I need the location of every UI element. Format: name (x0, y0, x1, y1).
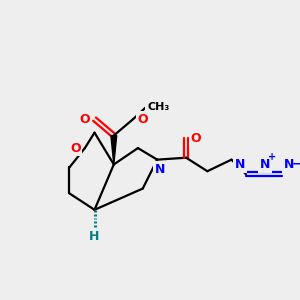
Text: H: H (89, 230, 100, 243)
Text: +: + (268, 152, 276, 162)
Text: O: O (70, 142, 80, 154)
Text: N: N (235, 158, 245, 171)
Text: N: N (284, 158, 295, 171)
Text: O: O (137, 112, 148, 126)
Text: O: O (80, 112, 90, 126)
Polygon shape (111, 136, 117, 164)
Text: CH₃: CH₃ (147, 102, 169, 112)
Text: O: O (190, 132, 201, 145)
Text: N: N (260, 158, 270, 171)
Text: −: − (292, 158, 300, 171)
Text: N: N (155, 163, 165, 176)
